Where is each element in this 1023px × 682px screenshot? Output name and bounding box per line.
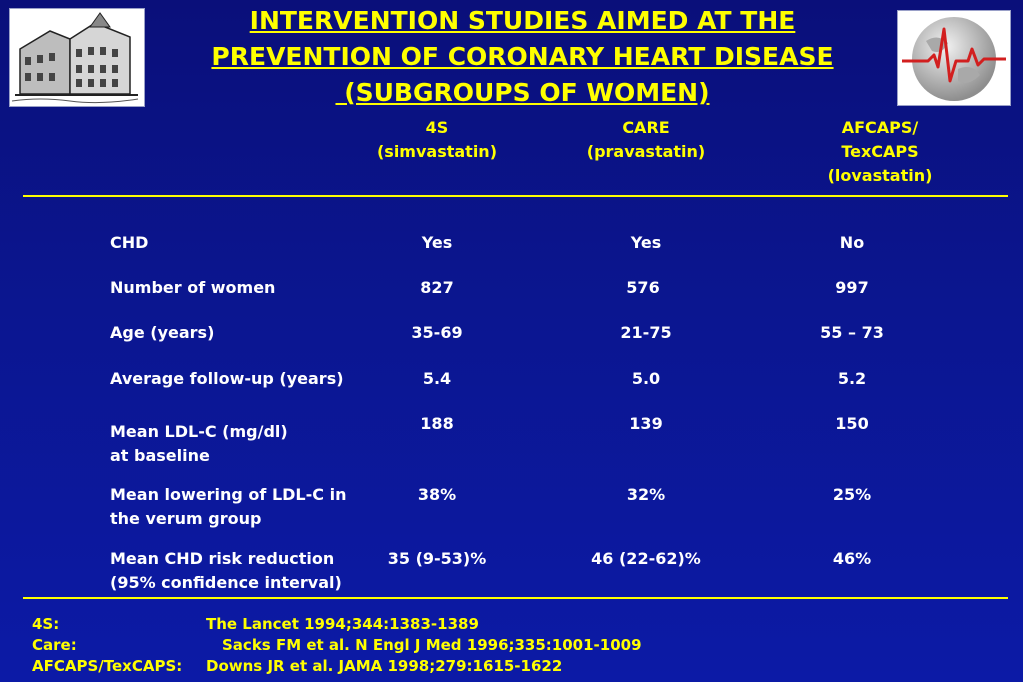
row-label: Number of women bbox=[110, 278, 276, 297]
cell-afcaps: 997 bbox=[835, 278, 869, 297]
column-header-line: (pravastatin) bbox=[586, 142, 706, 161]
cell-afcaps: 150 bbox=[835, 414, 869, 433]
cell-4s: Yes bbox=[421, 233, 453, 252]
row-label: CHD bbox=[110, 233, 149, 252]
building-logo-icon bbox=[9, 8, 145, 107]
cell-care: 139 bbox=[629, 414, 663, 433]
cell-4s: 188 bbox=[420, 414, 454, 433]
cell-care: 576 bbox=[626, 278, 660, 297]
column-header-line: AFCAPS/ bbox=[841, 118, 919, 137]
cell-afcaps: 25% bbox=[832, 485, 872, 504]
column-header-line: TexCAPS bbox=[841, 142, 919, 161]
cell-4s: 827 bbox=[420, 278, 454, 297]
row-label: Mean lowering of LDL-C in bbox=[110, 485, 347, 504]
row-label-line-2: the verum group bbox=[110, 509, 262, 528]
cell-4s: 35 (9-53)% bbox=[387, 549, 487, 568]
title-line-1: INTERVENTION STUDIES AIMED AT THE bbox=[249, 6, 796, 35]
cell-afcaps: 5.2 bbox=[837, 369, 867, 388]
reference-citation: Downs JR et al. JAMA 1998;279:1615-1622 bbox=[206, 657, 563, 675]
column-header-line: (lovastatin) bbox=[827, 166, 933, 185]
reference-citation: The Lancet 1994;344:1383-1389 bbox=[206, 615, 479, 633]
cell-care: 32% bbox=[626, 485, 666, 504]
column-header-line: 4S bbox=[425, 118, 449, 137]
cell-4s: 38% bbox=[417, 485, 457, 504]
title-line-2: PREVENTION OF CORONARY HEART DISEASE bbox=[211, 42, 834, 71]
reference-study: 4S: bbox=[32, 615, 60, 633]
row-label-line-2: (95% confidence interval) bbox=[110, 573, 342, 592]
cell-care: Yes bbox=[630, 233, 662, 252]
column-header-line: (simvastatin) bbox=[376, 142, 498, 161]
row-label: Average follow-up (years) bbox=[110, 369, 344, 388]
cell-afcaps: 55 – 73 bbox=[820, 323, 884, 342]
cell-afcaps: No bbox=[839, 233, 865, 252]
reference-study: AFCAPS/TexCAPS: bbox=[32, 657, 183, 675]
cell-4s: 35-69 bbox=[411, 323, 463, 342]
row-label: Mean CHD risk reduction bbox=[110, 549, 335, 568]
row-label: Mean LDL-C (mg/dl) bbox=[110, 422, 288, 441]
row-label-line-2: at baseline bbox=[110, 446, 210, 465]
column-header-line: CARE bbox=[622, 118, 670, 137]
cell-afcaps: 46% bbox=[832, 549, 872, 568]
row-label: Age (years) bbox=[110, 323, 215, 342]
header-divider bbox=[23, 195, 1008, 197]
cell-care: 21-75 bbox=[620, 323, 672, 342]
column-header-afcaps: AFCAPS/ TexCAPS (lovastatin) bbox=[770, 116, 990, 188]
column-header-4s: 4S (simvastatin) bbox=[327, 116, 547, 164]
ecg-globe-logo-icon bbox=[897, 10, 1011, 106]
column-header-care: CARE (pravastatin) bbox=[536, 116, 756, 164]
cell-care: 5.0 bbox=[631, 369, 661, 388]
page-title: INTERVENTION STUDIES AIMED AT THE PREVEN… bbox=[160, 3, 885, 111]
footer-divider bbox=[23, 597, 1008, 599]
cell-care: 46 (22-62)% bbox=[591, 549, 701, 568]
reference-citation: Sacks FM et al. N Engl J Med 1996;335:10… bbox=[222, 636, 642, 654]
reference-study: Care: bbox=[32, 636, 77, 654]
cell-4s: 5.4 bbox=[422, 369, 452, 388]
title-line-3: (SUBGROUPS OF WOMEN) bbox=[335, 78, 710, 107]
